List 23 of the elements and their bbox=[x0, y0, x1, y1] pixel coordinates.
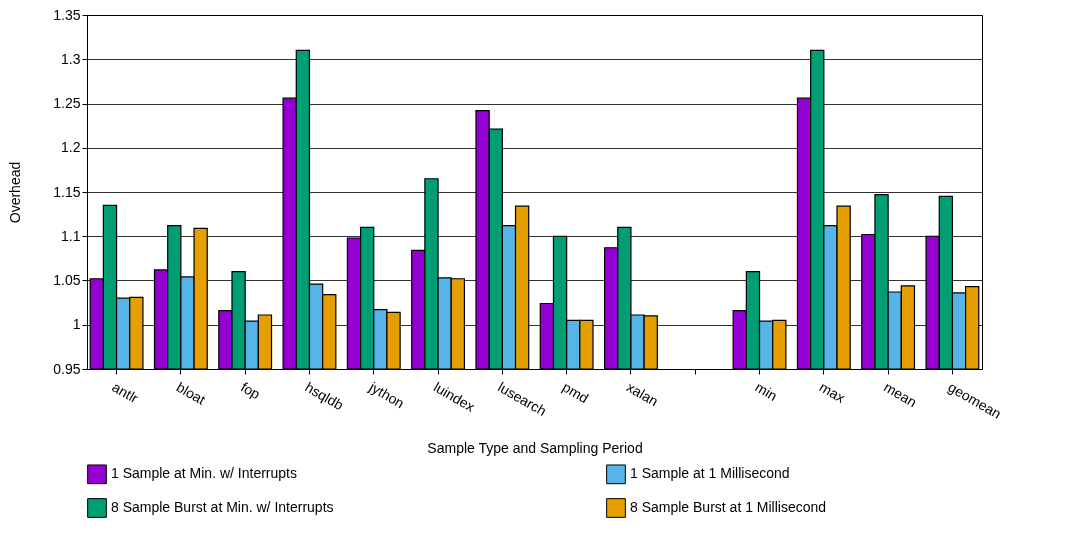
x-tick-label: mean bbox=[881, 378, 920, 411]
y-tick-label: 1 bbox=[72, 316, 81, 333]
x-tick-label: antlr bbox=[109, 378, 142, 407]
x-tick-label: min bbox=[752, 378, 781, 404]
x-tick-label: max bbox=[816, 378, 848, 406]
legend-label: 8 Sample Burst at 1 Millisecond bbox=[630, 499, 827, 515]
y-tick-label: 1.1 bbox=[61, 227, 81, 244]
y-tick-label: 1.25 bbox=[53, 95, 81, 111]
y-tick-label: 1.35 bbox=[53, 6, 81, 23]
y-tick-label: 1.3 bbox=[61, 50, 81, 67]
legend-label: 1 Sample at Min. w/ Interrupts bbox=[111, 465, 297, 482]
x-axis-title: Sample Type and Sampling Period bbox=[427, 439, 643, 456]
x-tick-label: bloat bbox=[173, 378, 209, 408]
y-tick-label: 1.2 bbox=[61, 139, 81, 156]
x-tick-label: xalan bbox=[623, 378, 661, 410]
legend-label: 8 Sample Burst at Min. w/ Interrupts bbox=[111, 499, 334, 515]
y-tick-label: 1.05 bbox=[53, 272, 81, 288]
y-tick-label: 1.15 bbox=[53, 183, 81, 200]
x-tick-label: pmd bbox=[559, 378, 592, 407]
y-axis-title: Overhead bbox=[7, 161, 24, 224]
y-tick-label: 0.95 bbox=[53, 360, 81, 377]
legend-label: 1 Sample at 1 Millisecond bbox=[630, 465, 790, 482]
x-tick-label: fop bbox=[238, 378, 264, 403]
